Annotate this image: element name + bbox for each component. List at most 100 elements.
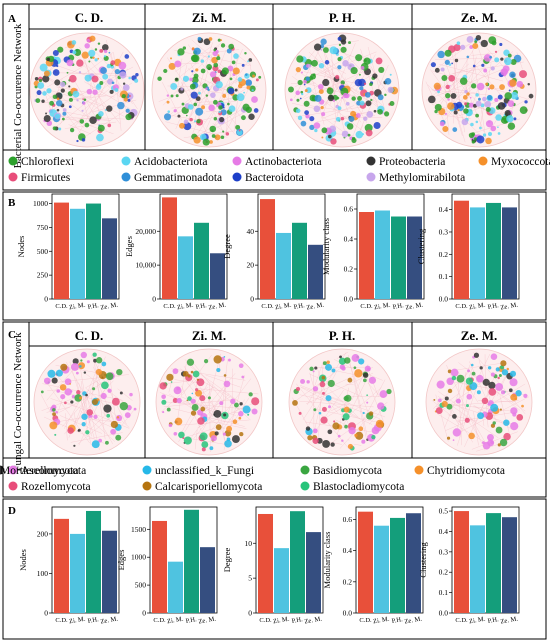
network-node (365, 100, 372, 107)
network-node (205, 94, 209, 97)
bar-zim (375, 210, 390, 299)
network-node (107, 388, 112, 393)
network-node (355, 431, 364, 440)
network-node (135, 73, 139, 77)
network-node (386, 388, 392, 395)
network-node (106, 63, 111, 69)
network-node (239, 402, 243, 406)
network-node (230, 398, 236, 404)
network-node (482, 441, 491, 450)
network-edge (177, 361, 187, 419)
network-node (191, 392, 194, 395)
network-node (508, 89, 511, 92)
network-node (347, 443, 354, 450)
network-edge (209, 79, 243, 134)
network-node (166, 407, 171, 412)
network-node (475, 120, 479, 124)
network-edge (426, 63, 470, 102)
bacterial-network-images (29, 32, 537, 148)
network-edge (426, 66, 510, 101)
metric-chart-modularity-class: 0.0 0.2 0.4 0.6 Modularity class C.D. Zi. M. P.… (322, 506, 424, 625)
network-node (229, 77, 233, 81)
network-node (81, 422, 86, 427)
network-node (60, 88, 65, 93)
network-node (454, 58, 459, 63)
legend-label: Basidiomycota (313, 465, 382, 477)
panel-c-letter: C (8, 329, 16, 341)
network-node (170, 94, 174, 98)
network-node (76, 99, 79, 102)
network-edge (367, 46, 386, 114)
bar-ph (486, 202, 501, 299)
network-node (85, 430, 90, 435)
network-edge (353, 443, 362, 446)
network-node (82, 101, 86, 105)
network-node (89, 35, 96, 42)
network-node (433, 82, 441, 90)
legend-item: Mortierellomycota (0, 465, 86, 477)
network-node (183, 119, 189, 125)
network-node (195, 107, 204, 116)
x-tick-label: P.H. (195, 302, 207, 311)
network-node (470, 83, 477, 89)
network-edge (63, 81, 104, 114)
network-node (159, 382, 167, 390)
network-node (122, 82, 126, 85)
network-node (68, 85, 71, 88)
network-edge (348, 361, 372, 421)
y-tick-label: 0 (44, 609, 48, 618)
network-edge (43, 378, 90, 444)
network-node (306, 380, 310, 384)
network-node (119, 401, 129, 411)
network-node (488, 388, 497, 396)
network-edge (220, 423, 247, 429)
bar-cd (54, 518, 69, 613)
network-node (84, 74, 92, 82)
network-edge (470, 416, 487, 444)
network-edge (191, 39, 228, 71)
x-tick-label: Zi. M. (469, 302, 487, 312)
network-node (322, 391, 325, 395)
network-node (361, 439, 366, 444)
network-node (110, 420, 119, 429)
network-edge (162, 401, 256, 410)
y-axis-label: Modularity class (322, 532, 332, 589)
network-edge (435, 58, 482, 60)
network-edge (169, 43, 221, 86)
network-edge (482, 416, 485, 426)
network-node (312, 437, 319, 444)
network-node (478, 97, 481, 101)
network-node (452, 428, 461, 437)
network-node (210, 92, 216, 98)
network-node (67, 427, 74, 434)
network-node (370, 98, 373, 102)
y-tick-label: 0.6 (343, 515, 353, 524)
panel-c-side-label: Fungal Co-occurrence Network (12, 332, 24, 472)
network-node (73, 444, 76, 447)
network-nodes (157, 36, 262, 146)
network-edge (309, 373, 362, 397)
network-node (122, 84, 130, 91)
network-node (213, 117, 218, 121)
legend-swatch (8, 156, 18, 166)
network-node (363, 116, 368, 121)
legend-swatch (478, 156, 488, 166)
y-tick-label: 100 (37, 569, 49, 578)
network-node (365, 129, 373, 137)
network-node (487, 87, 491, 91)
network-node (322, 78, 330, 87)
network-edge (472, 351, 526, 414)
network-node (494, 97, 499, 103)
network-node (521, 404, 524, 408)
network-node (199, 133, 207, 141)
network-edge (200, 48, 243, 142)
bar-zem (306, 532, 321, 613)
y-tick-label: 1000 (33, 199, 48, 208)
network-node (322, 440, 331, 448)
y-tick-label: 0.3 (439, 227, 449, 236)
network-edge (196, 388, 259, 395)
network-node (313, 43, 322, 51)
x-tick-label: C.D. (360, 303, 373, 310)
legend-swatch (142, 481, 152, 491)
network-node (474, 40, 478, 44)
